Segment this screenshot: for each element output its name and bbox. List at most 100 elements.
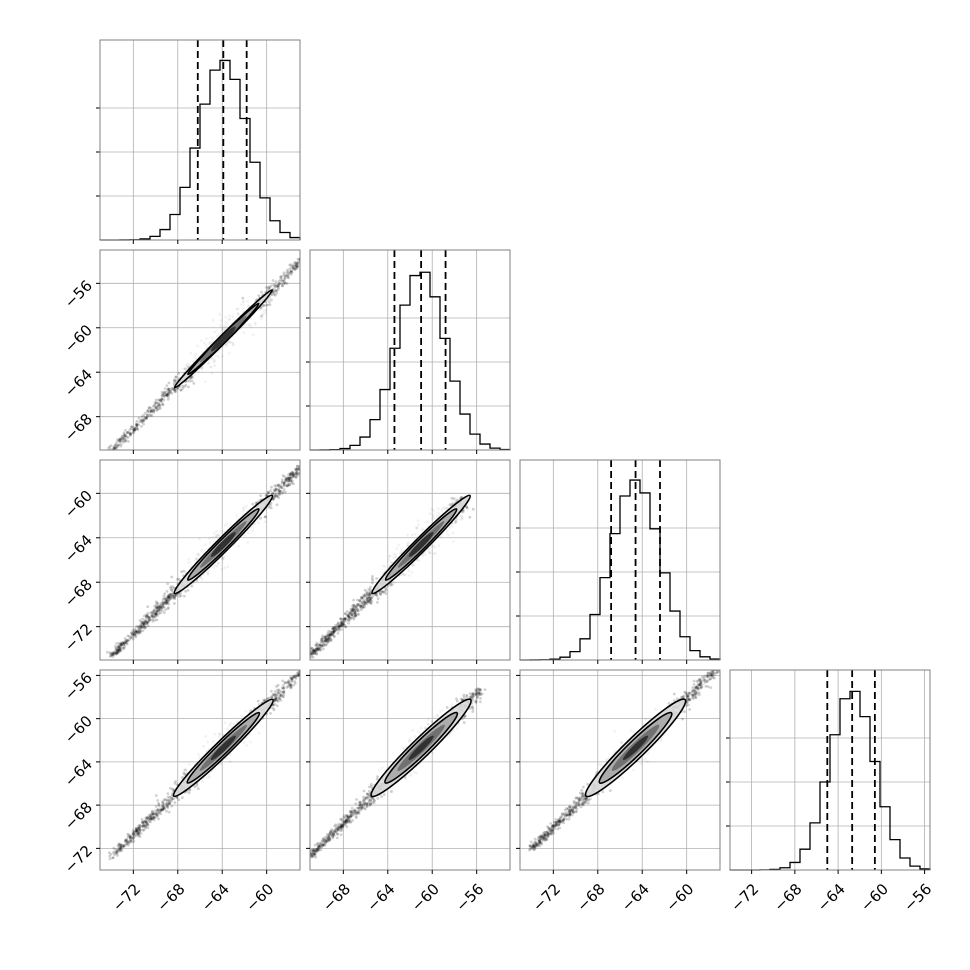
sample-point (122, 432, 126, 436)
sample-point (266, 303, 270, 307)
sample-point (283, 480, 287, 484)
sample-point (276, 494, 280, 498)
sample-point (281, 279, 285, 283)
sample-point (221, 327, 225, 331)
sample-point (141, 623, 145, 626)
sample-point (327, 232, 330, 235)
sample-point (289, 472, 293, 476)
sample-point (118, 842, 121, 846)
sample-point (139, 419, 143, 423)
sample-point (319, 647, 322, 650)
sample-point (336, 225, 339, 228)
sample-point (231, 343, 235, 347)
sample-point (124, 428, 127, 432)
sample-point (179, 388, 183, 392)
scatter-panel-2-0 (96, 459, 301, 664)
sample-point (289, 683, 293, 686)
sample-point (329, 633, 332, 637)
sample-point (370, 596, 374, 600)
sample-point (200, 339, 203, 342)
sample-point (141, 825, 145, 829)
sample-point (364, 594, 368, 598)
sample-point (288, 477, 292, 481)
sample-point (318, 239, 321, 242)
sample-point (316, 648, 319, 652)
sample-point (132, 431, 136, 435)
sample-point (289, 684, 293, 687)
sample-point (331, 834, 335, 838)
sample-point (336, 832, 339, 836)
sample-point (283, 276, 287, 280)
sample-point (696, 679, 700, 683)
sample-point (348, 611, 352, 614)
sample-point (284, 274, 288, 278)
sample-point (124, 438, 128, 442)
sample-point (139, 623, 143, 626)
sample-point (160, 808, 164, 812)
sample-point (575, 810, 578, 813)
sample-point (351, 606, 355, 610)
sample-point (698, 679, 702, 682)
sample-point (184, 367, 187, 371)
sample-point (329, 231, 332, 234)
sample-point (157, 810, 161, 814)
sample-point (312, 854, 316, 858)
sample-point (362, 795, 365, 799)
sample-point (200, 549, 203, 552)
sample-point (151, 612, 155, 615)
sample-point (272, 290, 276, 294)
sample-point (311, 662, 314, 665)
sample-point (471, 692, 475, 696)
sample-point (455, 699, 459, 703)
sample-point (333, 828, 336, 832)
sample-point (565, 814, 569, 817)
sample-point (332, 627, 336, 631)
sample-point (329, 231, 332, 234)
sample-point (187, 385, 190, 389)
sample-point (162, 807, 165, 810)
sample-point (205, 749, 208, 753)
sample-point (304, 260, 307, 263)
sample-point (339, 826, 342, 830)
panel-frame (729, 669, 931, 871)
sample-point (341, 819, 344, 822)
sample-point (130, 427, 134, 431)
sample-point (345, 610, 349, 613)
sample-point (336, 827, 340, 831)
sample-point (311, 651, 315, 655)
sample-point (313, 849, 317, 853)
sample-point (128, 433, 132, 436)
sample-point (475, 696, 479, 700)
sample-point (112, 651, 115, 654)
sample-point (289, 683, 293, 687)
sample-point (228, 760, 232, 763)
sample-point (155, 606, 159, 609)
sample-point (699, 681, 702, 684)
sample-point (117, 650, 121, 654)
sample-point (351, 607, 355, 611)
sample-point (685, 700, 689, 704)
sample-point (155, 601, 159, 605)
sample-point (185, 364, 189, 368)
sample-point (173, 594, 177, 598)
sample-point (119, 849, 123, 853)
sample-point (362, 602, 366, 606)
sample-point (136, 830, 140, 834)
sample-point (307, 256, 310, 259)
sample-point (228, 341, 232, 344)
sample-point (304, 666, 307, 669)
sample-point (339, 622, 343, 626)
sample-point (368, 596, 371, 600)
sample-point (273, 489, 277, 493)
sample-point (179, 591, 182, 595)
sample-point (474, 691, 478, 694)
sample-point (112, 651, 116, 655)
sample-point (281, 284, 285, 288)
sample-point (280, 486, 284, 490)
sample-point (687, 691, 691, 695)
sample-point (462, 721, 466, 724)
sample-point (347, 815, 350, 819)
sample-point (154, 612, 158, 616)
sample-point (572, 809, 575, 813)
sample-point (124, 840, 127, 843)
